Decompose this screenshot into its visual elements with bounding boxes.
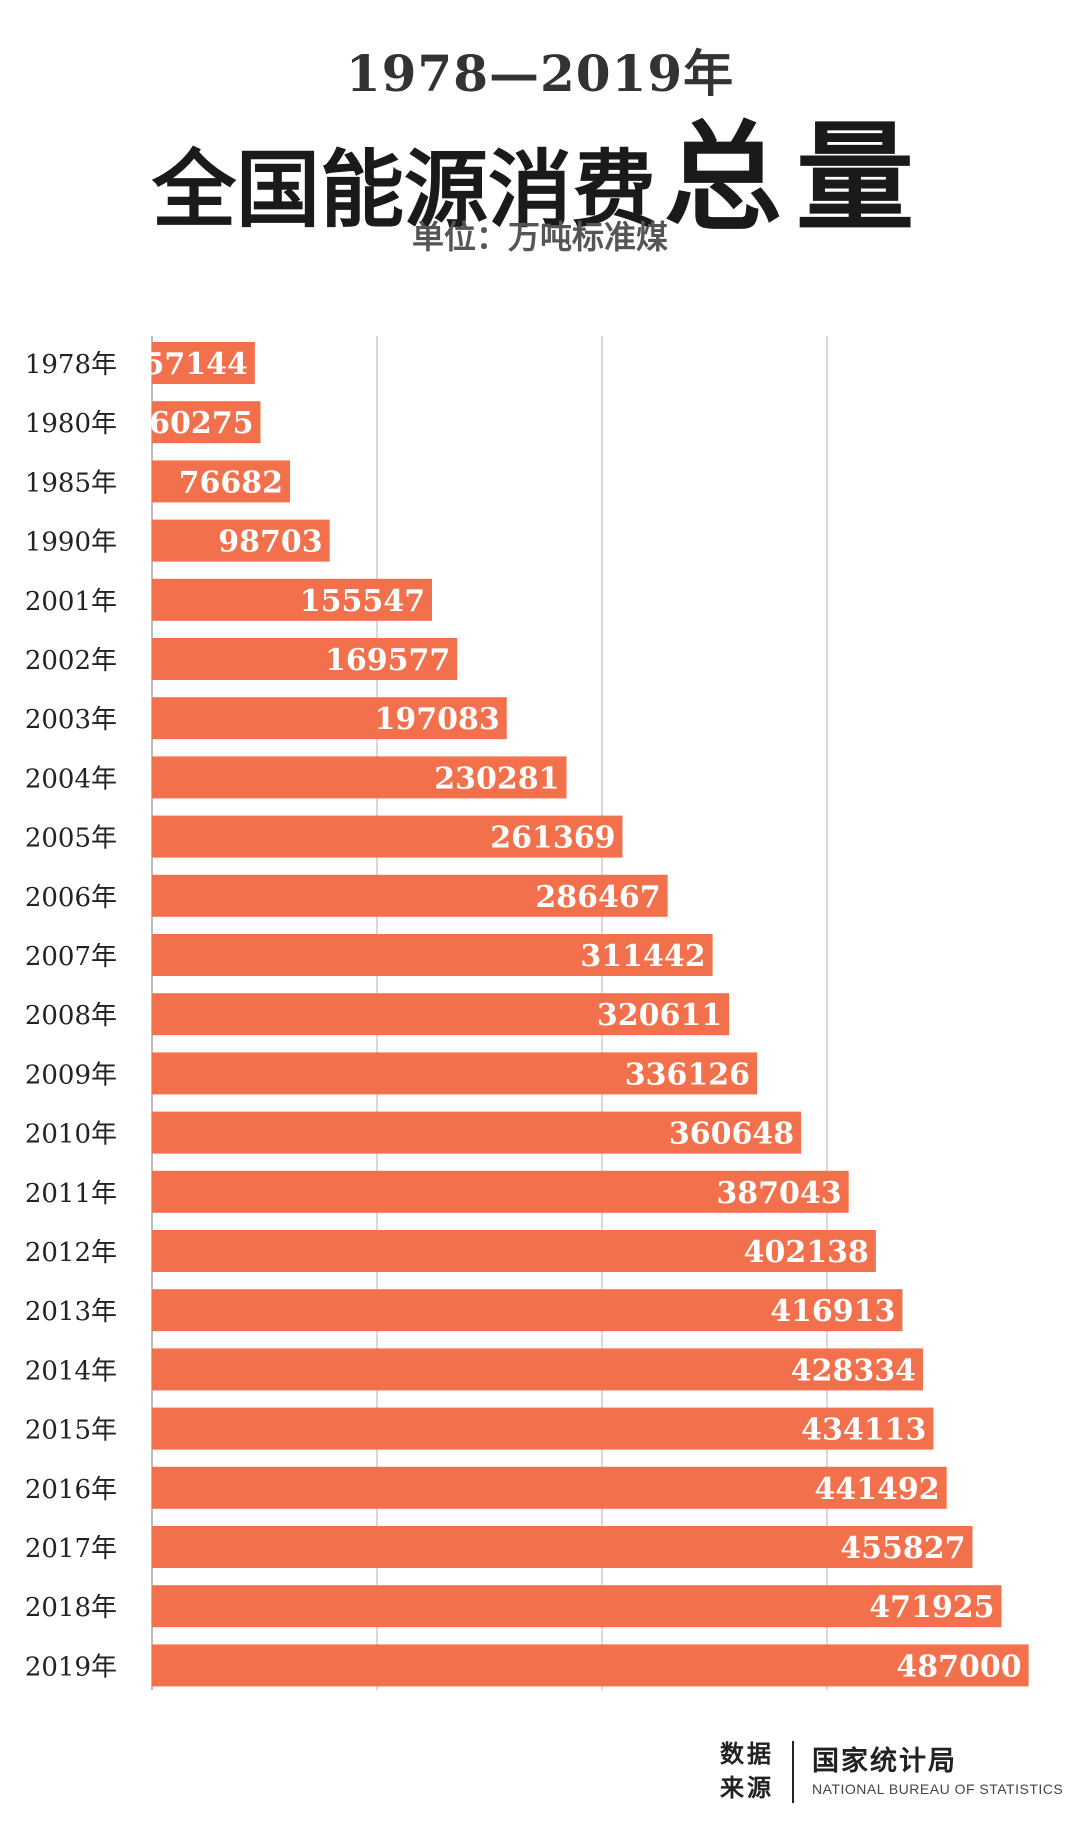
category-label: 2017年: [25, 1534, 117, 1564]
category-label: 2016年: [25, 1475, 117, 1505]
bar-value-label: 57144: [143, 347, 247, 382]
source-label-line2: 来源: [720, 1774, 774, 1802]
bar: [152, 1585, 1002, 1628]
bar-value-label: 416913: [770, 1294, 895, 1329]
source-label: 数据 来源: [720, 1737, 782, 1805]
bar: [152, 1230, 876, 1272]
bar-value-label: 360648: [669, 1117, 794, 1152]
bar: [152, 1170, 849, 1213]
category-label: 1990年: [25, 528, 117, 558]
bar-value-label: 455827: [840, 1531, 965, 1566]
bar-value-label: 286467: [535, 880, 660, 915]
bar: [152, 1644, 1029, 1687]
category-label: 2013年: [25, 1297, 117, 1327]
category-label: 2010年: [25, 1120, 117, 1150]
bar: [152, 638, 458, 680]
bar-value-label: 434113: [801, 1413, 926, 1448]
category-label: 2015年: [25, 1416, 117, 1446]
category-label: 1978年: [25, 350, 117, 380]
bar-value-label: 76682: [179, 465, 283, 500]
category-label: 2003年: [25, 705, 117, 735]
bar-value-label: 387043: [716, 1176, 841, 1211]
bar: [152, 1289, 903, 1332]
category-label: 1985年: [25, 468, 117, 498]
category-label: 1980年: [25, 409, 117, 439]
source-org: 国家统计局: [812, 1746, 957, 1777]
bar: [152, 1526, 973, 1568]
bar: [152, 401, 261, 444]
bar: [152, 1348, 924, 1391]
source-org-en: NATIONAL BUREAU OF STATISTICS: [812, 1781, 1064, 1797]
category-label: 2008年: [25, 1001, 117, 1031]
bar: [152, 756, 567, 799]
category-label: 2005年: [25, 824, 117, 854]
bar: [152, 519, 330, 562]
category-label: 2001年: [25, 587, 117, 617]
bar-value-label: 471925: [869, 1590, 994, 1625]
category-label: 2019年: [25, 1652, 117, 1682]
category-label: 2004年: [25, 764, 117, 794]
category-label: 2006年: [25, 883, 117, 913]
bar-value-label: 402138: [744, 1235, 869, 1270]
bar-chart: 1978年 57144 1980年 60275 1985年 76682 1990年 98703…: [25, 336, 1029, 1690]
bar: [152, 874, 668, 917]
bar: [152, 460, 291, 503]
bar: [152, 1052, 758, 1095]
bar-value-label: 487000: [896, 1649, 1021, 1684]
bar-value-label: 428334: [791, 1353, 916, 1388]
bar: [152, 934, 713, 976]
chart-title-emphasis: 总量: [664, 109, 929, 247]
category-label: 2002年: [25, 646, 117, 676]
category-label: 2011年: [25, 1179, 117, 1209]
category-label: 2014年: [25, 1356, 117, 1386]
bar-value-label: 261369: [490, 821, 615, 856]
bar: [152, 993, 730, 1036]
bar-value-label: 60275: [149, 406, 253, 441]
category-label: 2009年: [25, 1060, 117, 1090]
bar-value-label: 441492: [814, 1472, 939, 1507]
bar: [152, 697, 507, 740]
category-label: 2018年: [25, 1593, 117, 1623]
bar-value-label: 169577: [325, 643, 450, 678]
category-label: 2012年: [25, 1238, 117, 1268]
bar-value-label: 336126: [625, 1057, 750, 1092]
bar: [152, 342, 255, 384]
source-divider: [792, 1741, 794, 1803]
bar-value-label: 230281: [434, 761, 559, 796]
unit-label: 单位：万吨标准煤: [411, 218, 668, 256]
bar-value-label: 98703: [218, 525, 322, 560]
bar: [152, 1407, 934, 1450]
bar: [152, 1111, 802, 1154]
category-label: 2007年: [25, 942, 117, 972]
bar-value-label: 311442: [580, 939, 705, 974]
source-label-line1: 数据: [720, 1740, 774, 1768]
chart-title: 全国能源消费总量: [0, 82, 1080, 253]
bar-value-label: 197083: [374, 702, 499, 737]
bar: [152, 1466, 947, 1509]
chart-title-years: 1978—2019年: [345, 44, 735, 103]
bar: [152, 815, 623, 858]
bar-value-label: 155547: [300, 584, 425, 619]
bar-value-label: 320611: [597, 998, 722, 1033]
bar: [152, 578, 432, 621]
chart-title-main: 全国能源消费: [151, 141, 656, 239]
